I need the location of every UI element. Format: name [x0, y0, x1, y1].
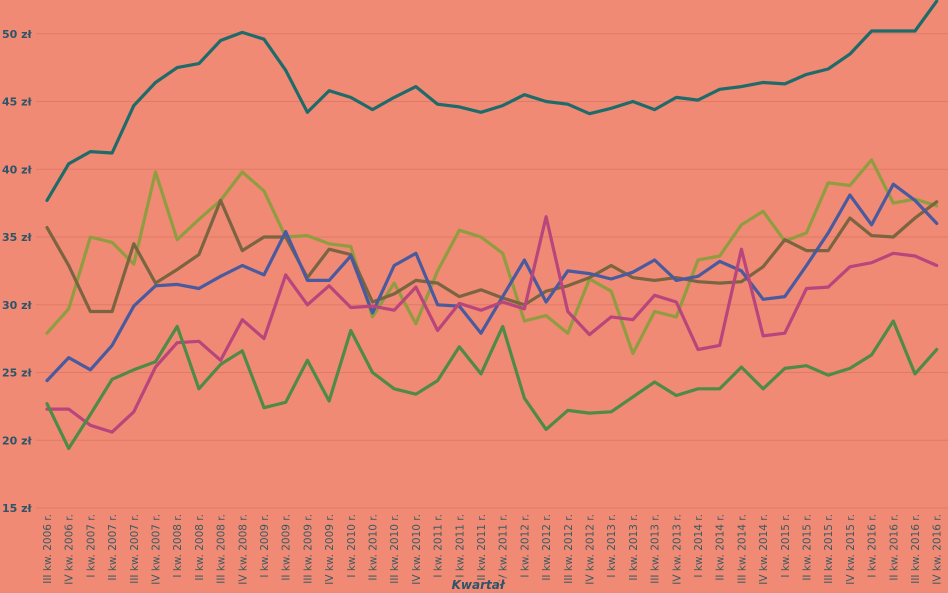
- gridlines: [36, 33, 948, 509]
- x-tick-label: IV kw. 2015 r.: [845, 514, 857, 585]
- x-tick-label: III kw. 2008 r.: [216, 514, 228, 584]
- x-tick-label: IV kw. 2011 r.: [498, 514, 510, 585]
- x-tick-label: II kw. 2016 r.: [888, 514, 900, 581]
- x-tick-label: III kw. 2015 r.: [823, 514, 835, 584]
- y-tick-label: 45 zł: [2, 96, 33, 109]
- x-tick-label: III kw. 2012 r.: [563, 514, 575, 584]
- x-tick-label: I kw. 2012 r.: [519, 514, 531, 578]
- x-tick-label: III kw. 2013 r.: [650, 514, 662, 584]
- x-tick-label: IV kw. 2006 r.: [64, 514, 76, 585]
- x-tick-label: IV kw. 2014 r.: [758, 514, 770, 585]
- x-tick-label: I kw. 2016 r.: [867, 514, 879, 578]
- x-tick-label: III kw. 2010 r.: [389, 514, 401, 584]
- x-axis-ticks: III kw. 2006 r. IV kw. 2006 r. I kw. 2007 …: [42, 514, 944, 585]
- x-tick-label: IV kw. 2008 r.: [237, 514, 249, 585]
- y-tick-label: 30 zł: [2, 299, 33, 312]
- x-tick-label: IV kw. 2007 r.: [151, 514, 163, 585]
- x-tick-label: IV kw. 2009 r.: [324, 514, 336, 585]
- x-tick-label: II kw. 2011 r.: [454, 514, 466, 581]
- x-tick-label: I kw. 2013 r.: [606, 514, 618, 578]
- x-tick-label: IV kw. 2012 r.: [585, 514, 597, 585]
- x-tick-label: I kw. 2015 r.: [780, 514, 792, 578]
- x-tick-label: II kw. 2014 r.: [715, 514, 727, 581]
- series-line-1: [45, 0, 939, 202]
- x-tick-label: III kw. 2007 r.: [129, 514, 141, 584]
- series-line-5: [45, 215, 939, 434]
- x-tick-label: I kw. 2009 r.: [259, 514, 271, 578]
- x-axis-title: Kwartał: [452, 578, 506, 592]
- x-tick-label: III kw. 2011 r.: [476, 514, 488, 584]
- x-tick-label: III kw. 2016 r.: [910, 514, 922, 584]
- x-tick-label: II kw. 2008 r.: [194, 514, 206, 581]
- x-tick-label: I kw. 2007 r.: [85, 514, 97, 578]
- series-line-3: [45, 198, 939, 314]
- y-tick-label: 20 zł: [2, 434, 33, 447]
- x-tick-label: III kw. 2006 r.: [42, 514, 54, 584]
- y-tick-label: 50 zł: [2, 28, 33, 41]
- y-tick-label: 40 zł: [2, 163, 33, 176]
- y-axis-ticks: 15 zł 20 zł 25 zł 30 zł 35 zł 40 zł 45 zł 50 zł: [2, 28, 33, 515]
- x-tick-label: II kw. 2013 r.: [628, 514, 640, 581]
- x-tick-label: IV kw. 2010 r.: [411, 514, 423, 585]
- series-line-6: [45, 319, 939, 450]
- x-tick-label: II kw. 2015 r.: [802, 514, 814, 581]
- x-tick-label: II kw. 2007 r.: [107, 514, 119, 581]
- x-tick-label: IV kw. 2013 r.: [671, 514, 683, 585]
- x-tick-label: III kw. 2014 r.: [736, 514, 748, 584]
- series-line-2: [45, 158, 939, 356]
- x-tick-label: III kw. 2009 r.: [302, 514, 314, 584]
- series-lines: [45, 0, 939, 450]
- y-tick-label: 15 zł: [2, 502, 33, 515]
- x-tick-label: II kw. 2010 r.: [368, 514, 380, 581]
- y-tick-label: 35 zł: [2, 231, 33, 244]
- x-tick-label: IV kw. 2016 r.: [932, 514, 944, 585]
- x-tick-label: I kw. 2010 r.: [346, 514, 358, 578]
- x-tick-label: II kw. 2009 r.: [281, 514, 293, 581]
- x-tick-label: I kw. 2011 r.: [433, 514, 445, 578]
- x-tick-label: I kw. 2008 r.: [172, 514, 184, 578]
- series-line-4: [45, 182, 939, 383]
- y-tick-label: 25 zł: [2, 367, 33, 380]
- x-tick-label: II kw. 2012 r.: [541, 514, 553, 581]
- x-tick-label: I kw. 2014 r.: [693, 514, 705, 578]
